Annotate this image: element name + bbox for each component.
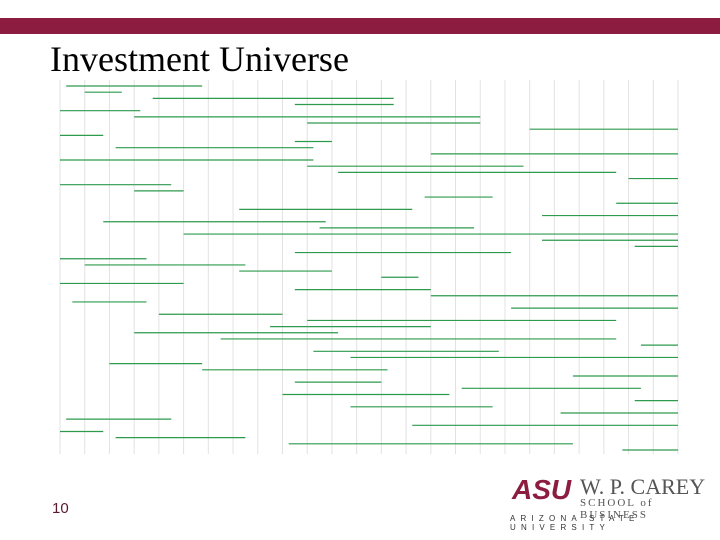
header-bar xyxy=(0,18,720,34)
logo-university: ARIZONA STATE UNIVERSITY xyxy=(510,514,640,532)
page-number: 10 xyxy=(52,500,69,517)
logo-mark: ASU xyxy=(512,474,572,505)
slide-title: Investment Universe xyxy=(50,39,349,79)
logo-school: SCHOOL of BUSINESS xyxy=(580,497,654,521)
logo-name: W. P. CAREY xyxy=(580,474,706,499)
